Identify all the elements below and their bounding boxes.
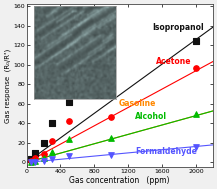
Text: Formaldehyde: Formaldehyde (135, 147, 197, 156)
Point (110, 115, 113, 118)
Point (50, 150, 54, 153)
Point (50, 139, 54, 143)
Text: Gasoline: Gasoline (119, 99, 156, 108)
Point (194, 39, 198, 42)
Point (29, 160, 33, 163)
Point (194, 112, 198, 115)
Point (110, 137, 113, 140)
Point (67, 154, 71, 157)
Point (42, 141, 45, 144)
Point (29, 157, 33, 160)
Point (33, 159, 37, 162)
Point (110, 153, 113, 156)
Point (67, 101, 71, 104)
Point (29, 160, 33, 163)
Point (67, 138, 71, 141)
Point (42, 152, 45, 155)
Point (42, 156, 45, 159)
Point (194, 145, 198, 148)
Point (33, 160, 37, 163)
Text: Acetone: Acetone (156, 57, 192, 66)
Point (42, 155, 45, 158)
X-axis label: Gas concentration   (ppm): Gas concentration (ppm) (69, 176, 170, 185)
Point (194, 66, 198, 69)
Point (50, 157, 54, 160)
Text: Isopropanol: Isopropanol (152, 23, 204, 32)
Point (33, 151, 37, 154)
Point (33, 156, 37, 159)
Point (29, 159, 33, 162)
Point (50, 122, 54, 125)
Text: Alcohol: Alcohol (135, 112, 167, 121)
Point (110, 128, 113, 131)
Point (67, 132, 71, 135)
Point (33, 159, 37, 162)
Point (42, 159, 45, 162)
Point (29, 160, 33, 163)
Point (194, 116, 198, 119)
Point (67, 119, 71, 122)
Point (50, 149, 54, 152)
Y-axis label: Gas response  (R₀/Rᶟ): Gas response (R₀/Rᶟ) (4, 49, 11, 123)
